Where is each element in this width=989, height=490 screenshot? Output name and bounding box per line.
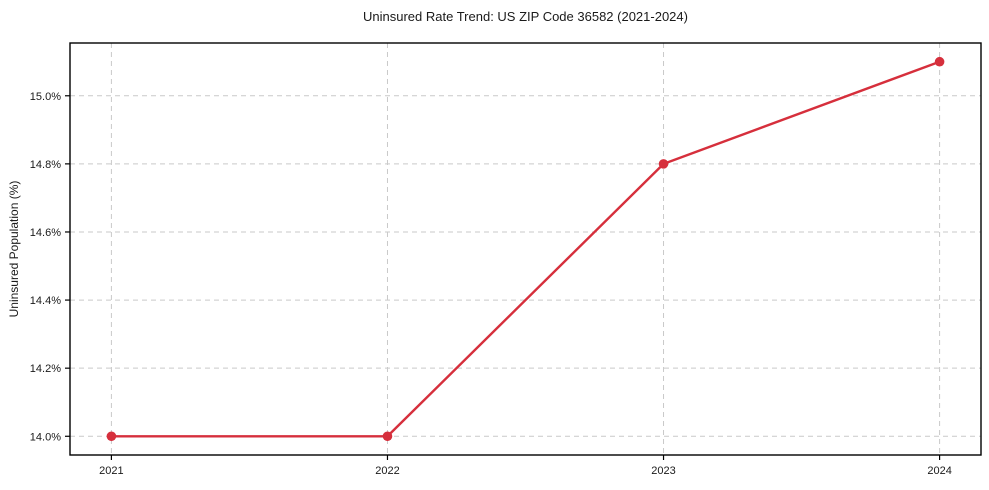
data-point-2023 — [658, 159, 669, 169]
y-tick-label: 14.6% — [30, 227, 61, 239]
data-point-2022 — [382, 431, 393, 442]
y-tick-label: 14.0% — [30, 431, 61, 443]
x-tick-label: 2024 — [927, 465, 951, 477]
y-tick-label: 14.8% — [30, 159, 61, 171]
y-tick-label: 15.0% — [30, 91, 61, 103]
data-point-2021 — [106, 431, 117, 442]
plot-border — [69, 42, 982, 456]
data-point-2024 — [934, 56, 945, 67]
x-tick-label: 2021 — [99, 465, 123, 477]
trend-line — [110, 60, 941, 438]
y-tick-label: 14.2% — [30, 363, 61, 375]
chart-title: Uninsured Rate Trend: US ZIP Code 36582 … — [363, 9, 688, 24]
y-tick-label: 14.4% — [30, 295, 61, 307]
x-tick-label: 2023 — [651, 465, 675, 477]
x-tick-label: 2022 — [375, 465, 399, 477]
